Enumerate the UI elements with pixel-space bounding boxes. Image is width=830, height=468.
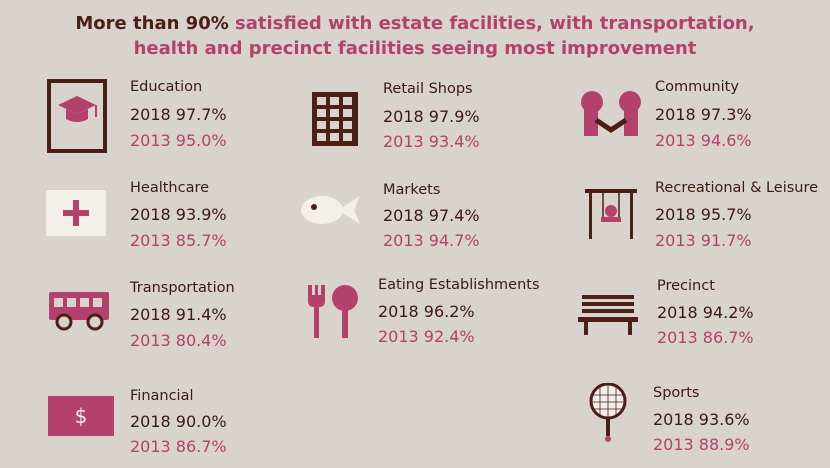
value-2018: 2018 91.4% (130, 305, 227, 324)
value-2018: 2018 90.0% (130, 412, 227, 431)
bus-icon (49, 292, 109, 331)
handshake-icon (581, 91, 641, 136)
facility-label: Recreational & Leisure (655, 180, 819, 196)
dollar-icon: $ (48, 396, 114, 436)
value-2018: 2018 93.6% (653, 410, 750, 429)
facility-label: Sports (653, 385, 700, 401)
facility-label: Eating Establishments (378, 277, 540, 293)
value-2018: 2018 95.7% (655, 205, 752, 224)
value-2018: 2018 97.4% (383, 206, 480, 225)
value-2018: 2018 97.9% (383, 107, 480, 126)
tennis-racket-icon (589, 383, 627, 442)
headline-text: satisfied with estate facilities, with t… (228, 13, 755, 34)
value-2013: 2013 92.4% (378, 327, 475, 346)
value-2013: 2013 93.4% (383, 132, 480, 151)
value-2013: 2013 91.7% (655, 231, 752, 250)
value-2018: 2018 97.7% (130, 105, 227, 124)
facility-label: Education (130, 79, 203, 95)
value-2018: 2018 93.9% (130, 205, 227, 224)
value-2013: 2013 85.7% (130, 231, 227, 250)
facility-label: Healthcare (130, 180, 210, 196)
value-2013: 2013 86.7% (130, 437, 227, 456)
facility-label: Precinct (657, 278, 715, 294)
value-2018: 2018 94.2% (657, 303, 754, 322)
facility-label: Community (655, 79, 739, 95)
facility-label: Markets (383, 182, 441, 198)
value-2013: 2013 95.0% (130, 131, 227, 150)
swing-icon (585, 189, 637, 239)
value-2013: 2013 94.6% (655, 131, 752, 150)
headline-line-2: health and precinct facilities seeing mo… (133, 38, 697, 59)
value-2013: 2013 94.7% (383, 231, 480, 250)
headline-line-1: More than 90% satisfied with estate faci… (0, 11, 830, 36)
facility-label: Retail Shops (383, 81, 473, 97)
headline-highlight: More than 90% (75, 13, 229, 34)
building-icon (312, 92, 358, 146)
value-2013: 2013 80.4% (130, 331, 227, 350)
value-2018: 2018 96.2% (378, 302, 475, 321)
value-2013: 2013 86.7% (657, 328, 754, 347)
facility-label: Financial (130, 388, 194, 404)
fork-spoon-icon (308, 285, 358, 338)
bench-icon (578, 295, 638, 335)
facility-label: Transportation (130, 280, 235, 296)
value-2013: 2013 88.9% (653, 435, 750, 454)
medical-cross-icon (46, 190, 106, 236)
graduation-cap-icon (47, 79, 107, 153)
fish-icon (301, 196, 360, 224)
value-2018: 2018 97.3% (655, 105, 752, 124)
